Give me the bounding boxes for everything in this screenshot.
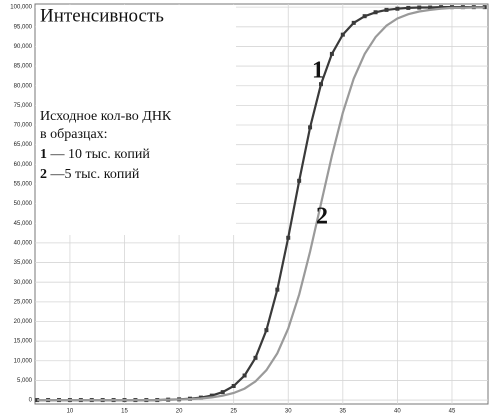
legend-label: —5 тыс. копий [50,167,140,182]
y-tick-label: 40,000 [14,240,33,246]
point-marker [373,10,378,15]
y-tick-label: 95,000 [14,24,33,30]
marks [35,5,487,403]
point-marker [351,20,356,25]
y-tick-label: 45,000 [14,221,33,227]
series-line [37,6,485,402]
x-tick-label: 40 [394,409,401,415]
y-tick-label: 65,000 [14,142,33,148]
point-marker [428,5,433,10]
y-tick-label: 5,000 [17,378,33,384]
chart-title: Интенсивность [40,5,164,26]
x-tick-label: 20 [176,409,183,415]
y-tick-label: 80,000 [14,83,33,89]
legend-entry: 1 — 10 тыс. копий [40,147,150,162]
point-marker [340,32,345,37]
y-tick-label: 60,000 [14,162,33,168]
point-marker [231,384,236,389]
legend-key: 1 [40,147,47,162]
y-tick-label: 75,000 [14,103,33,109]
point-marker [35,398,40,403]
y-tick-label: 55,000 [14,182,33,188]
y-tick-label: 70,000 [14,123,33,129]
curve-label: 2 [316,204,328,230]
point-marker [482,5,487,10]
point-marker [329,51,334,56]
x-tick-label: 35 [339,409,346,415]
y-tick-label: 30,000 [14,280,33,286]
point-marker [286,235,291,240]
x-tick-label: 10 [67,409,74,415]
y-tick-label: 25,000 [14,299,33,305]
point-marker [439,5,444,10]
x-tick-label: 30 [285,409,292,415]
point-marker [417,5,422,10]
point-marker [242,373,247,378]
y-tick-label: 0 [29,398,33,404]
point-marker [264,328,269,333]
y-tick-label: 15,000 [14,339,33,345]
point-marker [275,287,280,292]
legend-key: 2 [40,167,47,182]
point-marker [384,7,389,12]
y-tick-label: 20,000 [14,319,33,325]
legend-heading: Исходное кол-во ДНК [40,109,172,124]
point-marker [209,393,214,398]
point-marker [395,6,400,11]
y-tick-label: 50,000 [14,201,33,207]
point-marker [318,82,323,87]
point-marker [220,390,225,395]
y-tick-label: 10,000 [14,358,33,364]
point-marker [297,178,302,183]
legend: Интенсивность Исходное кол-во ДНК в обра… [36,5,236,235]
legend-label: — 10 тыс. копий [50,147,151,162]
x-tick-label: 25 [230,409,237,415]
y-tick-label: 90,000 [14,44,33,50]
y-tick-label: 100,000 [10,5,32,11]
legend-entry: 2 —5 тыс. копий [40,167,140,182]
point-marker [362,14,367,19]
legend-subheading: в образцах: [40,127,108,142]
y-tick-label: 85,000 [14,64,33,70]
y-tick-label: 35,000 [14,260,33,266]
point-marker [308,125,313,130]
point-marker [406,5,411,10]
point-marker [253,355,258,360]
legend-background [36,5,236,235]
curve-label: 1 [312,58,324,84]
x-tick-label: 45 [449,409,456,415]
x-tick-label: 15 [121,409,128,415]
